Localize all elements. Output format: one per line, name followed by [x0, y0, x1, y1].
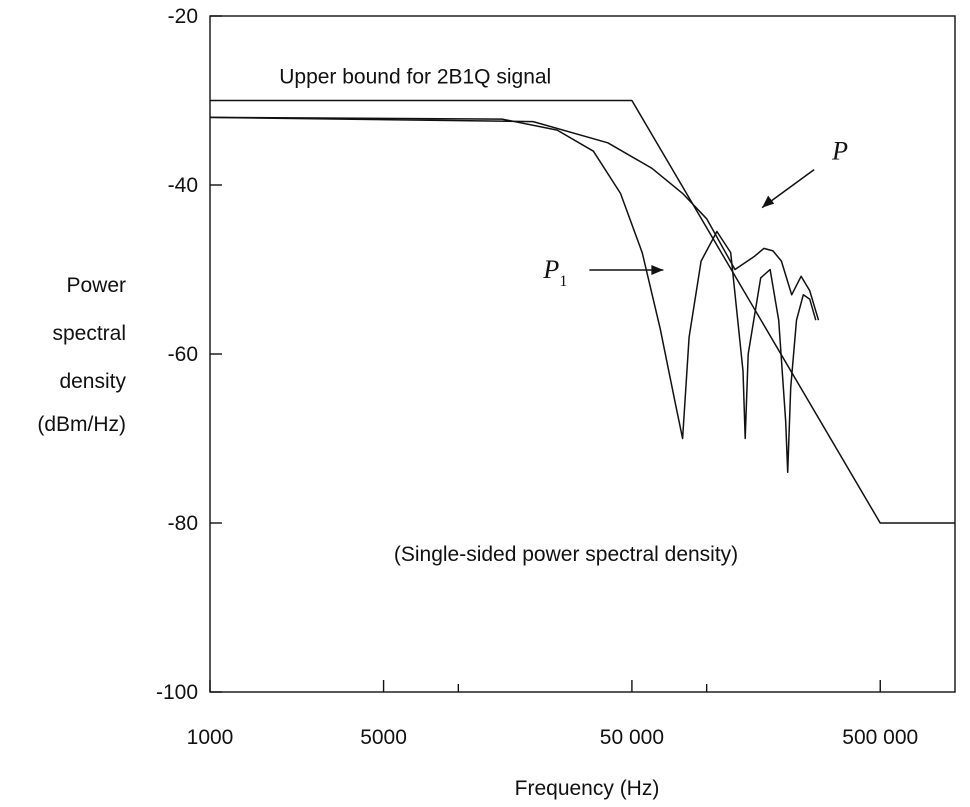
psd-note: (Single-sided power spectral density)	[394, 543, 738, 566]
p1-subscript: 1	[559, 273, 567, 290]
x-tick-label: 500 000	[842, 726, 918, 749]
y-axis-label-line: Power	[66, 274, 126, 297]
x-axis-label: Frequency (Hz)	[515, 777, 660, 800]
y-tick-label: -60	[168, 343, 198, 366]
y-tick-label: -20	[168, 5, 198, 28]
p1-label: P	[542, 255, 559, 284]
y-axis-label-line: (dBm/Hz)	[37, 413, 126, 436]
series-group	[209, 99, 955, 524]
p1-arrow-head	[651, 264, 664, 275]
y-tick-label: -80	[168, 512, 198, 535]
p1-curve	[209, 116, 817, 474]
y-axis-label-line: density	[59, 370, 126, 393]
upper-bound-label: Upper bound for 2B1Q signal	[279, 66, 551, 89]
p-label: P	[831, 137, 848, 166]
axis-ticks: -20 -40 -60 -80 -100 1000 5000 50 000 500 000	[156, 5, 918, 749]
annotations: Upper bound for 2B1Q signal (Single-sided…	[279, 66, 848, 566]
axis-labels: Frequency (Hz) Power spectral density (dBm/H…	[37, 274, 659, 800]
x-tick-label: 1000	[187, 726, 234, 749]
x-tick-label: 5000	[360, 726, 407, 749]
x-tick-label: 50 000	[600, 726, 664, 749]
p-arrow-head	[762, 195, 775, 208]
upper-bound-line	[210, 99, 955, 524]
p-curve	[209, 116, 820, 321]
y-tick-label: -40	[168, 174, 198, 197]
y-axis-label-line: spectral	[52, 322, 126, 345]
y-tick-label: -100	[156, 681, 198, 704]
